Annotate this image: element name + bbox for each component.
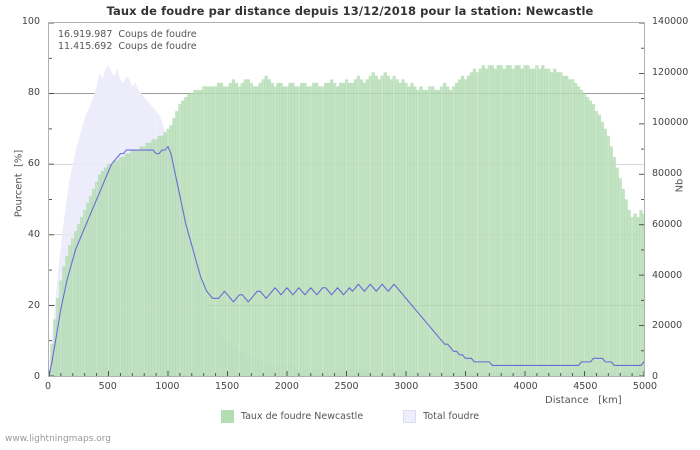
y-tick-left-60: 60 <box>27 158 40 169</box>
x-tick-4000: 4000 <box>513 381 538 392</box>
y-tick-left-100: 100 <box>21 16 40 27</box>
y-tick-right-120000: 120000 <box>652 66 689 78</box>
x-tick-2500: 2500 <box>334 381 359 392</box>
x-tick-5000: 5000 <box>632 381 658 392</box>
chart-legend: Taux de foudre Newcastle Total foudre <box>0 410 700 423</box>
x-tick-500: 500 <box>98 381 117 392</box>
annotation-total-strokes: 16.919.987 Coups de foudre <box>58 29 197 40</box>
y-tick-left-40: 40 <box>27 229 40 240</box>
x-tick-1500: 1500 <box>215 381 240 392</box>
y-tick-right-60000: 60000 <box>652 218 683 230</box>
legend-label-rate: Taux de foudre Newcastle <box>240 411 364 422</box>
annotation-station-strokes: 11.415.692 Coups de foudre <box>58 41 197 52</box>
plot-area <box>48 22 645 377</box>
y-tick-right-140000: 140000 <box>652 16 689 27</box>
legend-item-total[interactable]: Total foudre <box>403 410 479 423</box>
legend-label-total: Total foudre <box>423 411 480 422</box>
y-tick-right-40000: 40000 <box>652 269 683 281</box>
x-tick-3500: 3500 <box>453 381 478 392</box>
legend-swatch-total <box>403 410 417 423</box>
footer-attribution: www.lightningmaps.org <box>5 434 111 444</box>
x-tick-2000: 2000 <box>274 381 299 392</box>
legend-swatch-rate <box>220 410 234 423</box>
x-tick-1000: 1000 <box>155 381 180 392</box>
legend-item-rate[interactable]: Taux de foudre Newcastle <box>220 410 364 423</box>
y-tick-right-80000: 80000 <box>652 168 683 180</box>
y-tick-left-0: 0 <box>33 371 40 382</box>
x-tick-4500: 4500 <box>573 381 598 392</box>
y-tick-right-100000: 100000 <box>652 117 689 129</box>
y-tick-left-80: 80 <box>27 87 40 98</box>
page-title: Taux de foudre par distance depuis 13/12… <box>106 4 594 18</box>
y-axis-right-label: Nb <box>674 178 686 193</box>
y-tick-right-0: 0 <box>652 371 659 382</box>
plot-canvas <box>49 23 644 376</box>
x-axis-label: Distance [km] <box>545 395 622 406</box>
y-tick-right-20000: 20000 <box>652 320 683 332</box>
y-tick-left-20: 20 <box>27 300 40 311</box>
x-tick-3000: 3000 <box>394 381 419 392</box>
x-tick-0: 0 <box>44 381 52 392</box>
y-axis-left-label: Pourcent [%] <box>13 149 25 218</box>
